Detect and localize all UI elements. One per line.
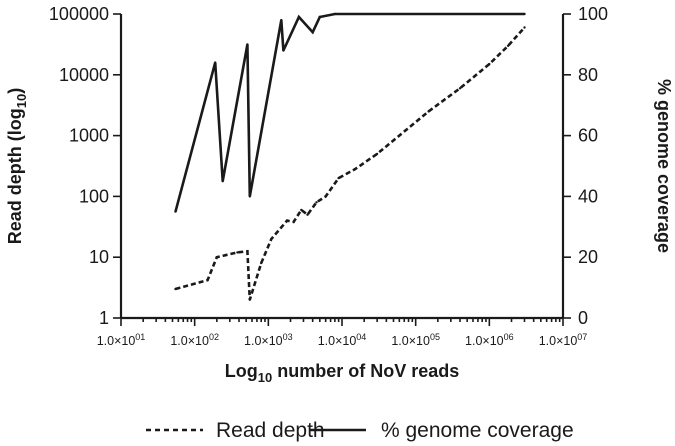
read-depth-point	[458, 87, 462, 90]
genome-coverage-series-line	[174, 12, 525, 212]
read-depth-point	[174, 287, 177, 291]
right-y-tick-label: 0	[578, 308, 588, 328]
genome-coverage-point	[214, 61, 217, 64]
series	[174, 12, 526, 301]
x-tick-label: 1.0×1003	[244, 332, 293, 348]
read-depth-point	[427, 110, 430, 113]
read-depth-point	[375, 152, 379, 156]
genome-coverage-point	[280, 18, 283, 22]
read-depth-point	[523, 26, 526, 29]
genome-coverage-point	[523, 12, 526, 16]
read-depth-point	[315, 201, 318, 204]
genome-coverage-point	[333, 12, 337, 16]
right-y-ticks: 0 20 40 60 80 100	[563, 4, 608, 328]
read-depth-point	[324, 195, 327, 198]
read-depth-point	[285, 219, 289, 222]
x-tick-label: 1.0×1001	[97, 332, 146, 348]
read-depth-point	[306, 213, 309, 216]
right-y-tick-label: 40	[578, 186, 598, 206]
genome-coverage-point	[297, 15, 301, 19]
x-tick-label: 1.0×1004	[318, 332, 367, 348]
genome-coverage-point	[174, 210, 177, 213]
right-y-tick-label: 100	[578, 4, 608, 24]
legend-label-read-depth: Read depth	[216, 419, 325, 442]
genome-coverage-point	[248, 195, 251, 198]
left-y-axis-title: Read depth (log10)	[5, 88, 29, 244]
read-depth-point	[292, 220, 295, 224]
genome-coverage-point	[311, 31, 314, 34]
read-depth-point	[248, 298, 251, 301]
left-y-tick-label: 10000	[59, 65, 109, 85]
genome-coverage-point	[318, 15, 321, 19]
read-depth-point	[215, 256, 218, 259]
read-depth-point	[337, 176, 340, 180]
read-depth-point	[398, 134, 401, 137]
right-y-axis-title: % genome coverage	[654, 79, 674, 253]
left-y-tick-label: 100	[79, 186, 109, 206]
genome-coverage-point	[282, 49, 285, 52]
genome-coverage-point	[246, 43, 249, 46]
x-ticks: 1.0×1001 1.0×1002 1.0×1003 1.0×1004 1.0×1005…	[97, 318, 588, 348]
read-depth-point	[246, 250, 249, 253]
legend-label-genome-coverage: % genome coverage	[381, 419, 574, 442]
read-depth-point	[488, 62, 491, 66]
left-y-tick-label: 10	[89, 247, 109, 267]
left-y-tick-label: 100000	[49, 4, 109, 24]
x-tick-label: 1.0×1007	[539, 332, 588, 348]
read-depth-point	[270, 237, 273, 241]
read-depth-point	[506, 44, 510, 47]
x-tick-label: 1.0×1005	[391, 332, 440, 348]
read-depth-point	[353, 168, 357, 171]
read-depth-point	[206, 278, 209, 282]
x-tick-label: 1.0×1002	[170, 332, 219, 348]
left-y-ticks: 1 10 100 1000 10000 100000	[49, 4, 121, 328]
read-depth-point	[260, 261, 263, 265]
left-y-tick-label: 1	[99, 308, 109, 328]
read-depth-point	[236, 251, 239, 254]
read-depth-point	[300, 208, 303, 212]
right-y-tick-label: 60	[578, 126, 598, 146]
genome-coverage-point	[221, 180, 224, 183]
legend: Read depth % genome coverage	[146, 419, 574, 442]
x-tick-label: 1.0×1006	[465, 332, 514, 348]
right-y-tick-label: 20	[578, 247, 598, 267]
left-y-tick-label: 1000	[69, 126, 109, 146]
x-axis-title: Log10 number of NoV reads	[225, 361, 460, 385]
read-depth-series-line	[175, 26, 526, 301]
right-y-tick-label: 80	[578, 65, 598, 85]
